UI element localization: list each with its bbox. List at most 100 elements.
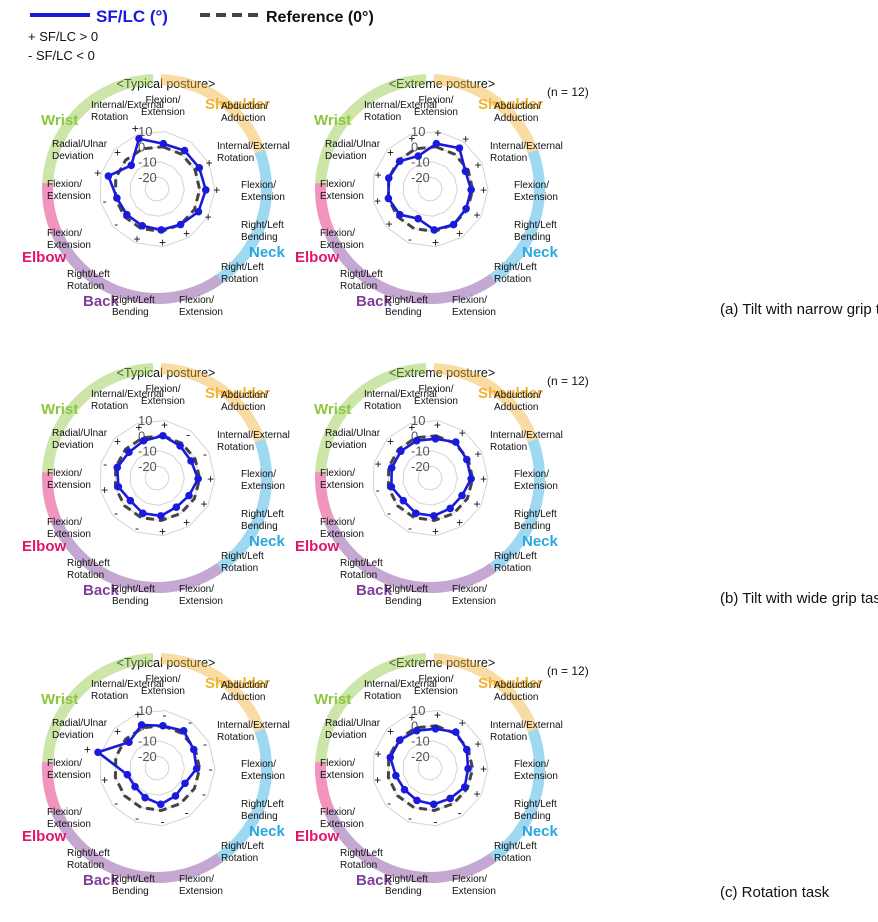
radial-tick-label: -10 <box>138 444 157 459</box>
axis-label: Flexion/Extension <box>514 759 558 782</box>
sign-marker: + <box>474 737 481 751</box>
posture-title: <Extreme posture> <box>389 656 495 670</box>
axis-label: Flexion/Extension <box>514 180 558 203</box>
data-point <box>384 194 393 203</box>
axis-label: Right/Left Rotation <box>494 551 537 574</box>
axis-label: Right/Left Rotation <box>221 262 264 285</box>
data-point <box>123 770 132 779</box>
data-point <box>141 793 149 802</box>
data-point <box>430 226 438 234</box>
series-polygon <box>107 137 208 232</box>
sign-marker: - <box>103 457 107 471</box>
data-point <box>113 194 121 202</box>
data-point <box>460 783 469 791</box>
sign-marker: - <box>202 787 206 801</box>
grid-ring <box>129 450 185 506</box>
posture-title: <Extreme posture> <box>389 77 495 91</box>
sign-marker: + <box>434 708 441 722</box>
sign-marker: + <box>201 497 208 511</box>
radial-tick-label: 10 <box>138 413 152 428</box>
axis-label: Radial/Ulnar Deviation <box>325 139 381 162</box>
shoulder-region-band <box>160 74 266 154</box>
back-region-label: Back <box>83 293 120 310</box>
data-point <box>392 771 400 780</box>
axis-label: Flexion/Extension <box>241 469 285 492</box>
axis-label: Radial/Ulnar Deviation <box>52 139 108 162</box>
grid-ring <box>402 740 458 796</box>
back-region-band <box>324 229 496 304</box>
axis-label: Right/Left Bending <box>385 295 428 318</box>
legend: SF/LC (°) Reference (0°) + SF/LC > 0 - S… <box>28 7 374 63</box>
sign-marker: - <box>203 447 207 461</box>
axis-label: Right/Left Rotation <box>340 848 383 871</box>
axis-label: Flexion/Extension <box>452 584 496 607</box>
sign-marker: + <box>207 472 214 486</box>
axis-label: Flexion/Extension <box>320 758 364 781</box>
data-point <box>201 186 210 194</box>
data-point <box>125 448 133 457</box>
wrist-region-band <box>315 74 427 184</box>
sign-marker: - <box>387 506 391 520</box>
back-region-band <box>324 808 496 883</box>
axis-label: Right/Left Rotation <box>494 841 537 864</box>
neck-region-label: Neck <box>249 533 286 550</box>
radial-tick-label: 10 <box>411 413 425 428</box>
shoulder-region-band <box>433 74 539 154</box>
axis-label: Internal/External Rotation <box>217 430 290 453</box>
sign-marker: - <box>433 814 437 828</box>
shoulder-region-label: Shoulder <box>478 96 543 113</box>
sign-marker: + <box>474 158 481 172</box>
radar-chart: <Typical posture> Shoulder Neck Back Elbow Wr… <box>22 74 290 318</box>
data-point <box>414 152 423 160</box>
sample-size-label: (n = 12) <box>547 374 589 388</box>
axis-label: Internal/External Rotation <box>364 389 437 412</box>
sign-marker: + <box>387 725 394 739</box>
axis-label: Right/Left Bending <box>385 584 428 607</box>
neck-region-band <box>489 438 545 573</box>
axis-label: Right/Left Bending <box>112 295 155 318</box>
radial-tick-label: 0 <box>411 718 418 733</box>
axis-label: Flexion/Extension <box>179 295 223 318</box>
axis-label: Flexion/Extension <box>47 517 91 540</box>
shoulder-region-label: Shoulder <box>205 96 270 113</box>
radial-tick-label: 10 <box>138 703 152 718</box>
sign-marker: + <box>114 146 121 160</box>
axis-label: Right/Left Rotation <box>221 551 264 574</box>
sign-marker: + <box>474 208 481 222</box>
task-caption-b: (b) Tilt with wide grip task <box>720 590 878 607</box>
grid-ring <box>99 710 216 827</box>
axis-label: Radial/Ulnar Deviation <box>325 428 381 451</box>
data-point <box>126 496 135 505</box>
shoulder-region-band <box>160 363 266 443</box>
axis-label: Internal/External Rotation <box>364 100 437 123</box>
sign-marker: + <box>474 447 481 461</box>
back-region-band <box>324 518 496 593</box>
radial-tick-label: -10 <box>411 444 430 459</box>
data-point <box>397 447 405 455</box>
axis-label: Internal/External Rotation <box>91 389 164 412</box>
data-point <box>429 800 438 809</box>
data-point <box>464 764 472 773</box>
axis-label: Flexion/Extension <box>320 468 364 491</box>
axis-label: Flexion/Extension <box>452 874 496 897</box>
sign-marker: + <box>459 426 466 440</box>
axis-label: Flexion/Extension <box>414 95 458 118</box>
sign-marker: + <box>408 420 415 434</box>
neck-region-band <box>216 438 272 573</box>
data-point <box>399 496 408 505</box>
shoulder-region-label: Shoulder <box>478 675 543 692</box>
data-point <box>139 509 147 518</box>
axis-label: Internal/External Rotation <box>490 720 563 743</box>
radar-chart: <Extreme posture> (n = 12) Shoulder Neck Bac… <box>295 653 589 897</box>
axis-label: Right/Left Rotation <box>494 262 537 285</box>
shoulder-region-band <box>433 363 539 443</box>
sign-marker: + <box>374 773 381 787</box>
axis-label: Radial/Ulnar Deviation <box>325 718 381 741</box>
sign-marker: - <box>186 427 190 441</box>
sign-marker: + <box>386 217 393 231</box>
axis-label: Radial/Ulnar Deviation <box>52 428 108 451</box>
grid-ring <box>129 161 185 217</box>
data-point <box>113 463 122 472</box>
data-point <box>461 167 470 176</box>
